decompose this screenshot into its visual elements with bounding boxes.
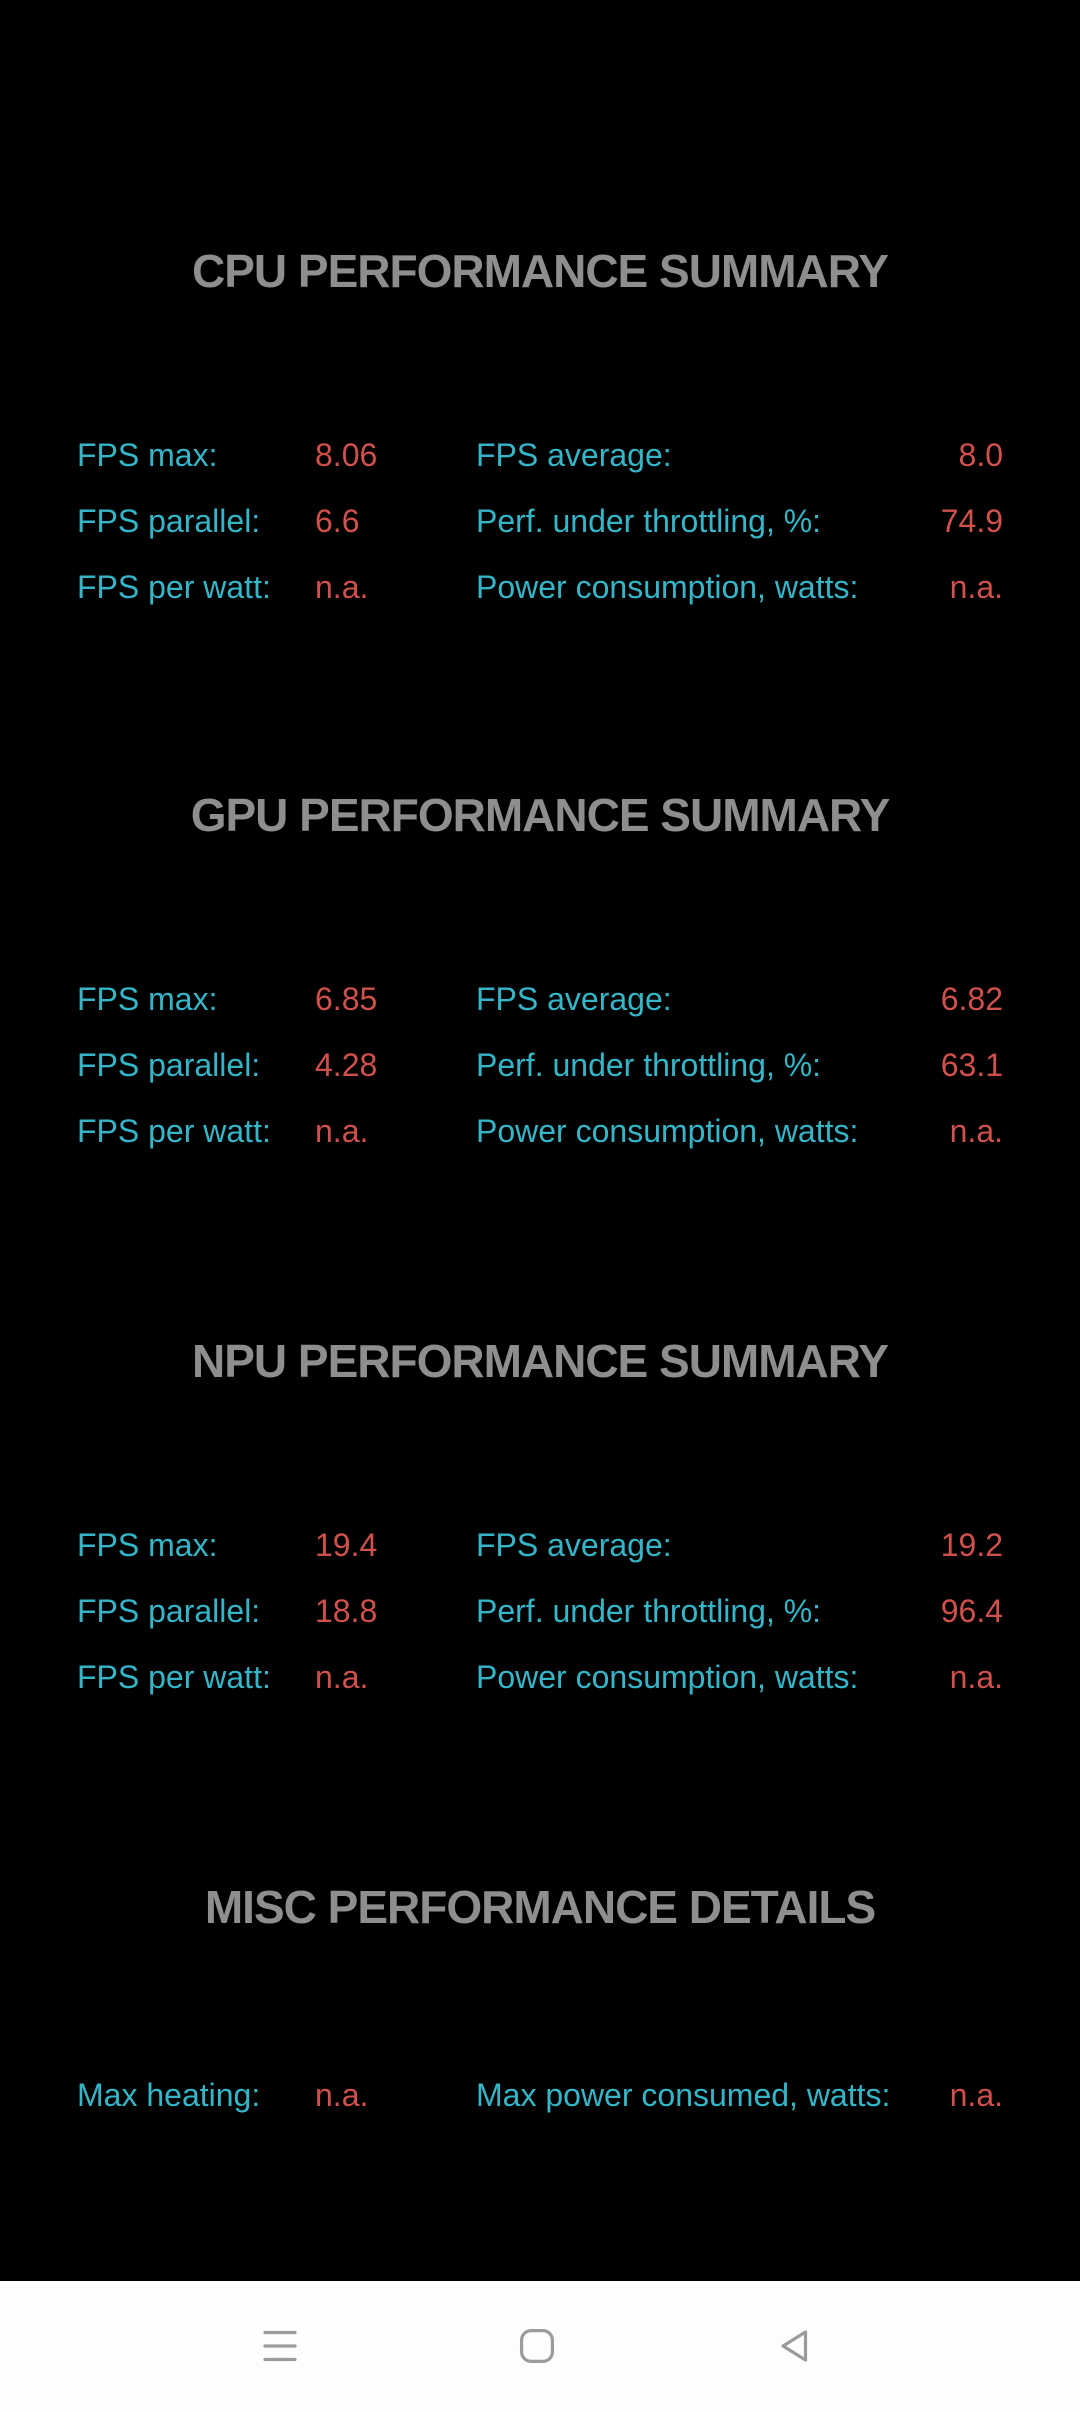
metric-value: 96.4 bbox=[940, 1593, 1003, 1629]
metric-row: FPS max: 8.06 FPS average: 8.0 bbox=[0, 422, 1080, 488]
metric-value: 18.8 bbox=[315, 1593, 378, 1629]
metric-row: FPS per watt: n.a. Power consumption, wa… bbox=[0, 554, 1080, 620]
metric-rows: Max heating: n.a. Max power consumed, wa… bbox=[0, 2062, 1080, 2128]
metric-value: 19.2 bbox=[940, 1527, 1003, 1563]
section-title: GPU PERFORMANCE SUMMARY bbox=[190, 789, 891, 841]
home-button[interactable] bbox=[492, 2301, 582, 2391]
metric-value: 6.85 bbox=[315, 981, 378, 1017]
metric-label: FPS per watt: bbox=[77, 569, 271, 605]
metric-label: Perf. under throttling, %: bbox=[476, 1593, 822, 1629]
metric-value: 6.6 bbox=[315, 503, 360, 539]
metric-label: FPS average: bbox=[476, 437, 672, 473]
metric-row: FPS max: 19.4 FPS average: 19.2 bbox=[0, 1512, 1080, 1578]
metric-label: FPS parallel: bbox=[77, 503, 261, 539]
back-icon bbox=[781, 2330, 808, 2362]
metric-value: 4.28 bbox=[315, 1047, 378, 1083]
metric-value: 63.1 bbox=[940, 1047, 1003, 1083]
metric-label: FPS average: bbox=[476, 1527, 672, 1563]
metric-label: FPS average: bbox=[476, 981, 672, 1017]
metric-value: 74.9 bbox=[940, 503, 1003, 539]
metric-value: n.a. bbox=[949, 569, 1003, 605]
metric-label: FPS max: bbox=[77, 437, 218, 473]
metric-label: Perf. under throttling, %: bbox=[476, 503, 822, 539]
back-button[interactable] bbox=[750, 2301, 840, 2391]
metric-value: 8.06 bbox=[315, 437, 378, 473]
metric-label: Max heating: bbox=[77, 2077, 261, 2113]
metric-value: n.a. bbox=[315, 569, 369, 605]
metric-label: Perf. under throttling, %: bbox=[476, 1047, 822, 1083]
metric-value: 19.4 bbox=[315, 1527, 378, 1563]
metric-row: FPS max: 6.85 FPS average: 6.82 bbox=[0, 966, 1080, 1032]
metric-row: Max heating: n.a. Max power consumed, wa… bbox=[0, 2062, 1080, 2128]
metric-value: n.a. bbox=[315, 2077, 369, 2113]
section-title: CPU PERFORMANCE SUMMARY bbox=[192, 245, 889, 297]
metric-value: 6.82 bbox=[940, 981, 1003, 1017]
metric-rows: FPS max: 8.06 FPS average: 8.0 FPS paral… bbox=[0, 422, 1080, 620]
metric-value: 8.0 bbox=[958, 437, 1003, 473]
metric-label: Power consumption, watts: bbox=[476, 1659, 859, 1695]
metric-row: FPS parallel: 18.8 Perf. under throttlin… bbox=[0, 1578, 1080, 1644]
metric-label: Power consumption, watts: bbox=[476, 569, 859, 605]
metric-row: FPS per watt: n.a. Power consumption, wa… bbox=[0, 1098, 1080, 1164]
metric-label: FPS parallel: bbox=[77, 1593, 261, 1629]
metric-rows: FPS max: 6.85 FPS average: 6.82 FPS para… bbox=[0, 966, 1080, 1164]
menu-icon bbox=[263, 2330, 297, 2362]
metric-value: n.a. bbox=[315, 1659, 369, 1695]
home-icon bbox=[519, 2328, 554, 2363]
metric-value: n.a. bbox=[949, 1113, 1003, 1149]
menu-button[interactable] bbox=[235, 2301, 325, 2391]
section-title: NPU PERFORMANCE SUMMARY bbox=[192, 1335, 889, 1387]
metric-value: n.a. bbox=[949, 1659, 1003, 1695]
metric-label: FPS per watt: bbox=[77, 1659, 271, 1695]
metric-value: n.a. bbox=[315, 1113, 369, 1149]
metric-label: FPS max: bbox=[77, 1527, 218, 1563]
metric-label: FPS max: bbox=[77, 981, 218, 1017]
metric-label: FPS per watt: bbox=[77, 1113, 271, 1149]
system-navbar bbox=[0, 2281, 1080, 2412]
metric-row: FPS per watt: n.a. Power consumption, wa… bbox=[0, 1644, 1080, 1710]
metric-row: FPS parallel: 4.28 Perf. under throttlin… bbox=[0, 1032, 1080, 1098]
metric-label: Max power consumed, watts: bbox=[476, 2077, 891, 2113]
metric-row: FPS parallel: 6.6 Perf. under throttling… bbox=[0, 488, 1080, 554]
metric-label: FPS parallel: bbox=[77, 1047, 261, 1083]
section-title: MISC PERFORMANCE DETAILS bbox=[204, 1881, 876, 1933]
metric-label: Power consumption, watts: bbox=[476, 1113, 859, 1149]
metric-rows: FPS max: 19.4 FPS average: 19.2 FPS para… bbox=[0, 1512, 1080, 1710]
metric-value: n.a. bbox=[949, 2077, 1003, 2113]
